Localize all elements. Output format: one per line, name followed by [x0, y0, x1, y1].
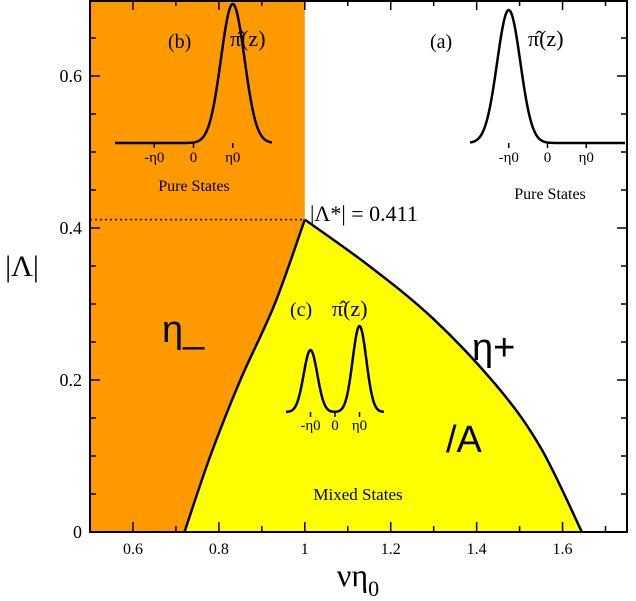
- inset-b-label: (b): [168, 31, 191, 53]
- y-tick-label: 0.4: [60, 218, 83, 238]
- y-tick-label: 0.6: [60, 66, 83, 86]
- eta-minus-label: η_: [162, 309, 205, 351]
- inset-b-curve: [115, 2, 273, 145]
- inset-tick-label: -η0: [499, 150, 519, 166]
- x-axis-label: νη0: [337, 557, 379, 596]
- inset-tick-label: -η0: [144, 150, 164, 166]
- inset-tick-label: 0: [331, 418, 339, 434]
- inset-c-function-label: π̂(z): [332, 296, 368, 321]
- y-axis-ticks: 0 0.2 0.4 0.6: [60, 0, 627, 542]
- mixed-states-label: Mixed States: [313, 485, 402, 504]
- y-axis-label: |Λ|: [5, 250, 39, 283]
- pure-states-b-label: Pure States: [158, 178, 230, 195]
- eta-plus-label: η+: [472, 327, 515, 369]
- a-symbol-label: /A: [446, 419, 483, 461]
- inset-tick-label: η0: [579, 150, 594, 166]
- inset-b-function-label: π̂(z): [230, 26, 266, 51]
- x-tick-label: 0.6: [123, 541, 143, 558]
- inset-tick-label: 0: [190, 150, 198, 166]
- x-tick-label: 1.4: [467, 541, 487, 558]
- inset-c-curve: [285, 324, 385, 414]
- y-tick-label: 0: [73, 522, 82, 542]
- x-tick-label: 1.6: [553, 541, 573, 558]
- x-tick-label: 1.2: [381, 541, 401, 558]
- pure-states-a-label: Pure States: [514, 186, 586, 203]
- y-tick-label: 0.2: [60, 370, 83, 390]
- inset-a-pure-states: -η0 0 η0 (a) π̂(z): [430, 8, 625, 166]
- critical-point-label: |Λ*| = 0.411: [310, 201, 418, 226]
- inset-b-pure-states: -η0 0 η0 (b) π̂(z): [115, 2, 273, 166]
- x-tick-label: 0.8: [209, 541, 229, 558]
- inset-tick-label: η0: [352, 418, 367, 434]
- right-phase-boundary: [304, 218, 584, 533]
- inset-c-label: (c): [290, 299, 312, 321]
- inset-a-function-label: π̂(z): [528, 26, 564, 51]
- x-axis-ticks: 0.6 0.8 1 1.2 1.4 1.6: [89, 0, 607, 558]
- inset-tick-label: -η0: [300, 418, 320, 434]
- x-tick-label: 1: [301, 541, 309, 558]
- inset-c-mixed-states: -η0 0 η0 (c) π̂(z): [285, 296, 385, 434]
- inset-tick-label: 0: [544, 150, 552, 166]
- inset-a-label: (a): [430, 31, 452, 53]
- inset-a-curve: [469, 8, 625, 145]
- inset-tick-label: η0: [225, 150, 240, 166]
- left-phase-boundary: [183, 219, 306, 533]
- mixed-states-region: [184, 219, 582, 532]
